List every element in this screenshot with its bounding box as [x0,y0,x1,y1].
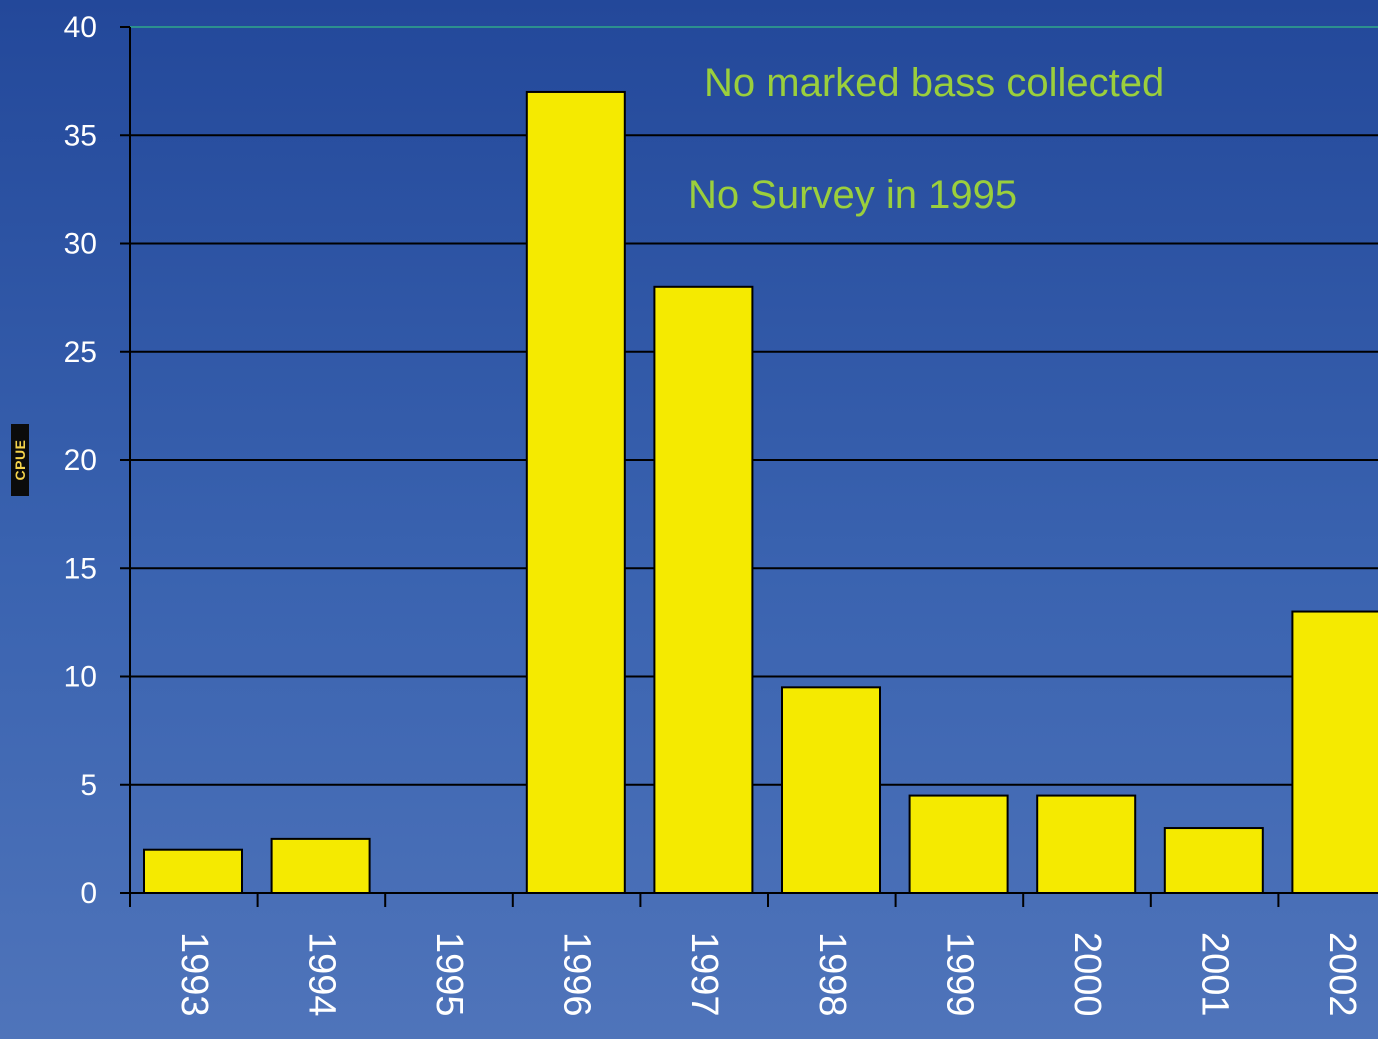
x-tick-label-1996: 1996 [556,932,598,1017]
y-tick-label: 40 [64,11,97,44]
bar-1996 [525,90,626,894]
bars [143,90,1378,895]
y-tick-label: 30 [64,228,97,261]
y-tick-label: 25 [64,336,97,369]
annotation-1: No marked bass collected [704,61,1164,105]
bar-1997 [653,285,754,894]
x-tick-label-1997: 1997 [683,932,725,1017]
x-tick-label-2002: 2002 [1321,932,1363,1017]
y-axis-label: CPUE [12,439,28,481]
x-tick-label-1999: 1999 [938,932,980,1017]
x-tick-label-2001: 2001 [1194,932,1236,1017]
x-tick-label-1994: 1994 [300,932,342,1017]
bar-1993 [143,848,243,895]
y-tick-label: 0 [80,877,97,910]
x-tick-labels: 1993 1994 1995 1996 1997 1998 1999 2000 2001 2002 [173,932,1363,1017]
y-axis-label-box [11,424,29,496]
y-tick-labels: 0 5 10 15 20 25 30 35 40 [64,11,97,910]
y-tick-label: 10 [64,661,97,694]
bar-2000 [1036,794,1137,895]
gridlines [130,26,1378,786]
y-tick-label: 35 [64,119,97,152]
annotation-2: No Survey in 1995 [688,173,1017,217]
x-tick-label-2000: 2000 [1066,932,1108,1017]
y-tick-label: 20 [64,444,97,477]
x-tick-label-1993: 1993 [173,932,215,1017]
x-tick-label-1995: 1995 [428,932,470,1017]
bar-1994 [270,837,371,894]
axes [120,26,1378,907]
x-tick-label-1998: 1998 [811,932,853,1017]
y-tick-label: 5 [80,769,97,802]
bar-1998 [781,686,881,895]
bar-2001 [1163,827,1264,894]
annotations: No marked bass collected No Survey in 199… [688,61,1164,217]
bar-1999 [908,794,1009,895]
y-tick-label: 15 [64,552,97,585]
bar-2002 [1291,610,1378,894]
